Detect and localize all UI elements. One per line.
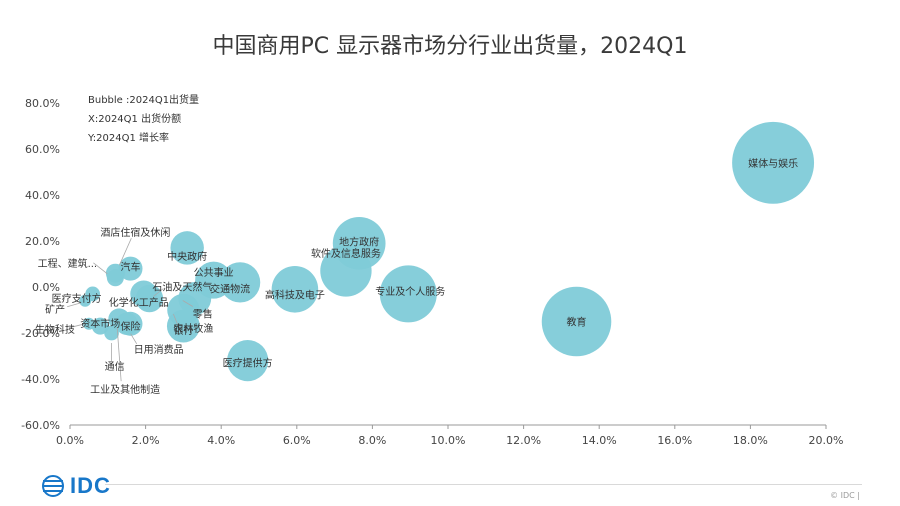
x-tick-label: 8.0% — [358, 434, 386, 447]
bubble-label: 地方政府 — [339, 235, 379, 248]
bubble — [106, 269, 124, 287]
bubble-label: 专业及个人服务 — [375, 285, 445, 298]
y-tick-label: 40.0% — [25, 189, 60, 202]
label-leader — [116, 327, 122, 382]
bubble — [379, 265, 437, 323]
y-tick-label: 80.0% — [25, 97, 60, 110]
label-leader — [68, 323, 85, 329]
x-tick-label: 14.0% — [582, 434, 617, 447]
legend-notes: Bubble :2024Q1出货量 X:2024Q1 出货份额 Y:2024Q1 增… — [87, 93, 199, 144]
y-tick-label: 0.0% — [32, 281, 60, 294]
label-leader — [118, 238, 132, 266]
bubble-label: 通信 — [105, 361, 125, 373]
bubble-label: 工业及其他制造 — [90, 383, 160, 396]
bubble-label: 高科技及电子 — [265, 288, 325, 301]
bubble-label: 农林牧渔 — [173, 322, 213, 335]
bubble-label: 汽车 — [120, 261, 140, 274]
footer-divider — [105, 484, 862, 485]
bubble-label: 零售 — [193, 308, 213, 321]
chart-axes: 0.0% 2.0% 4.0% 6.0% 8.0% 10.0% 12.0% 14.0% 16.0%… — [21, 97, 843, 447]
logo-text: IDC — [70, 473, 111, 498]
bubble-label: 保险 — [120, 320, 140, 333]
label-leaders — [67, 238, 193, 382]
y-tick-label: 20.0% — [25, 235, 60, 248]
bubble-label: 日用消费品 — [134, 343, 184, 356]
x-tick-label: 10.0% — [431, 434, 466, 447]
bubble-label: 教育 — [567, 316, 587, 329]
copyright: © IDC | — [830, 491, 860, 500]
label-leader — [67, 302, 82, 308]
bubble — [732, 121, 815, 204]
note-line: Bubble :2024Q1出货量 — [88, 93, 199, 106]
idc-logo: IDC — [40, 473, 111, 498]
globe-icon — [42, 475, 64, 497]
bubble — [82, 317, 95, 330]
bubble-label: 医疗支付方 — [52, 292, 102, 305]
bubble-label: 生物科技 — [35, 323, 75, 336]
label-leader — [173, 313, 178, 325]
chart-title: 中国商用PC 显示器市场分行业出货量，2024Q1 — [212, 34, 688, 59]
bubble — [104, 325, 119, 341]
bubble — [541, 286, 612, 357]
bubble — [91, 317, 109, 335]
bubble-label: 公共事业 — [194, 266, 234, 279]
bubble — [227, 340, 269, 382]
bubble — [271, 266, 319, 313]
x-tick-label: 0.0% — [56, 434, 84, 447]
bubble-label: 医疗提供方 — [223, 357, 273, 370]
bubble-label: 矿产 — [45, 303, 65, 316]
x-tick-label: 2.0% — [132, 434, 160, 447]
bubble-series — [79, 121, 815, 382]
x-tick-label: 4.0% — [207, 434, 235, 447]
x-tick-label: 12.0% — [506, 434, 541, 447]
x-tick-label: 16.0% — [657, 434, 692, 447]
bubble — [79, 294, 92, 307]
x-tick-label: 18.0% — [733, 434, 768, 447]
bubble-label: 工程、建筑... — [38, 257, 98, 270]
label-leader — [130, 333, 138, 345]
bubble — [108, 308, 130, 331]
bubble — [170, 231, 204, 265]
bubble-label: 中央政府 — [167, 250, 207, 263]
note-line: Y:2024Q1 增长率 — [87, 131, 169, 144]
bubble-label: 媒体与娱乐 — [748, 157, 798, 170]
label-leader — [153, 288, 164, 297]
x-tick-label: 20.0% — [809, 434, 844, 447]
bubble-label: 资本市场 — [80, 317, 120, 330]
y-tick-label: 60.0% — [25, 143, 60, 156]
note-line: X:2024Q1 出货份额 — [88, 112, 181, 125]
bubble-label: 石油及天然气 — [152, 281, 212, 294]
label-leader — [182, 300, 193, 307]
y-tick-label: -20.0% — [21, 327, 60, 340]
y-tick-label: -40.0% — [21, 373, 60, 386]
bubble — [320, 245, 372, 297]
y-tick-label: -60.0% — [21, 419, 60, 432]
bubble-label: 化学化工产品 — [109, 296, 169, 309]
bubble-label: 交通物流 — [210, 282, 250, 295]
label-leader — [93, 262, 108, 275]
bubble — [130, 280, 158, 308]
bubble-label: 银行 — [173, 324, 193, 337]
x-tick-label: 6.0% — [283, 434, 311, 447]
bubble-label: 软件及信息服务 — [311, 247, 381, 260]
bubble-label: 酒店住宿及休闲 — [100, 226, 170, 239]
